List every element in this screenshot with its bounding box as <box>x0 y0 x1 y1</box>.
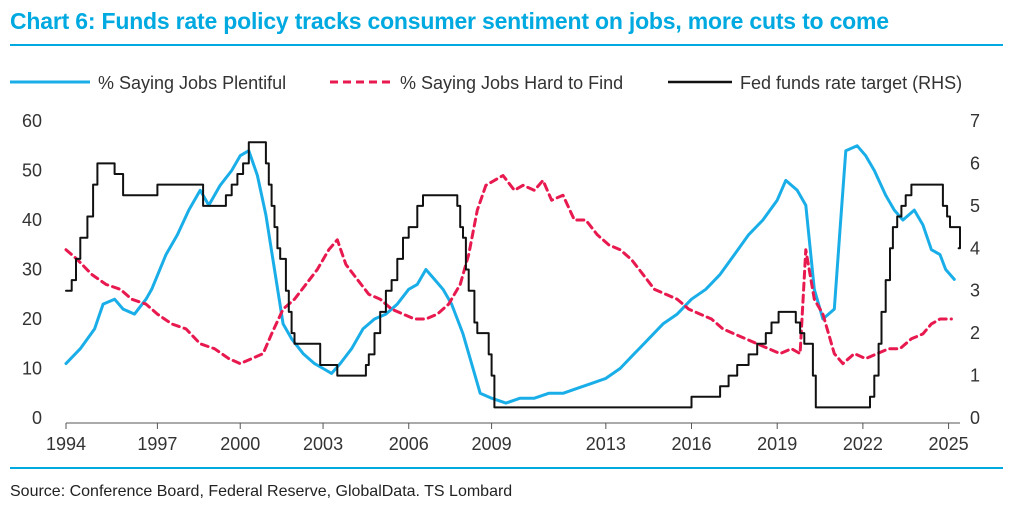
y-left-tick-label: 50 <box>22 161 42 181</box>
x-tick-label: 2019 <box>757 434 797 454</box>
x-tick-label: 2009 <box>472 434 512 454</box>
series-line-jobs-hard-to-find <box>64 174 953 366</box>
y-right-tick-label: 7 <box>970 111 980 131</box>
series-line-jobs-plentiful <box>64 144 956 405</box>
y-left-tick-label: 10 <box>22 359 42 379</box>
y-left-tick-label: 20 <box>22 309 42 329</box>
x-tick-label: 1994 <box>46 434 86 454</box>
x-tick-label: 2003 <box>303 434 343 454</box>
y-right-tick-label: 1 <box>970 366 980 386</box>
x-tick-label: 2016 <box>671 434 711 454</box>
y-axis-left: 0 10 20 30 40 50 60 <box>22 111 42 428</box>
x-tick-label: 2025 <box>929 434 969 454</box>
legend-label-plentiful: % Saying Jobs Plentiful <box>98 73 286 93</box>
legend-label-hard: % Saying Jobs Hard to Find <box>400 73 623 93</box>
y-right-tick-label: 3 <box>970 281 980 301</box>
chart-title: Chart 6: Funds rate policy tracks consum… <box>10 8 889 34</box>
y-left-tick-label: 30 <box>22 260 42 280</box>
y-left-tick-label: 0 <box>32 408 42 428</box>
x-tick-label: 2022 <box>843 434 883 454</box>
x-tick-label: 2006 <box>389 434 429 454</box>
x-tick-label: 1997 <box>137 434 177 454</box>
y-right-tick-label: 2 <box>970 323 980 343</box>
y-left-tick-label: 40 <box>22 210 42 230</box>
y-left-tick-label: 60 <box>22 111 42 131</box>
series-layer <box>64 141 961 409</box>
x-tick-label: 2013 <box>586 434 626 454</box>
legend: % Saying Jobs Plentiful % Saying Jobs Ha… <box>10 73 962 93</box>
y-axis-right: 0 1 2 3 4 5 6 7 <box>970 111 980 428</box>
series-line-fed-funds-rate <box>65 141 961 409</box>
source-note: Source: Conference Board, Federal Reserv… <box>10 483 513 500</box>
legend-label-fed: Fed funds rate target (RHS) <box>740 73 962 93</box>
y-right-tick-label: 4 <box>970 238 980 258</box>
source-rule <box>10 467 1003 469</box>
x-tick-label: 2000 <box>220 434 260 454</box>
title-rule <box>10 44 1003 46</box>
y-right-tick-label: 6 <box>970 153 980 173</box>
chart-canvas: % Saying Jobs Plentiful % Saying Jobs Ha… <box>10 73 980 454</box>
x-axis: 1994 1997 2000 2003 2006 2009 2013 2016 2019 2022… <box>46 423 969 454</box>
y-right-tick-label: 5 <box>970 196 980 216</box>
y-right-tick-label: 0 <box>970 408 980 428</box>
